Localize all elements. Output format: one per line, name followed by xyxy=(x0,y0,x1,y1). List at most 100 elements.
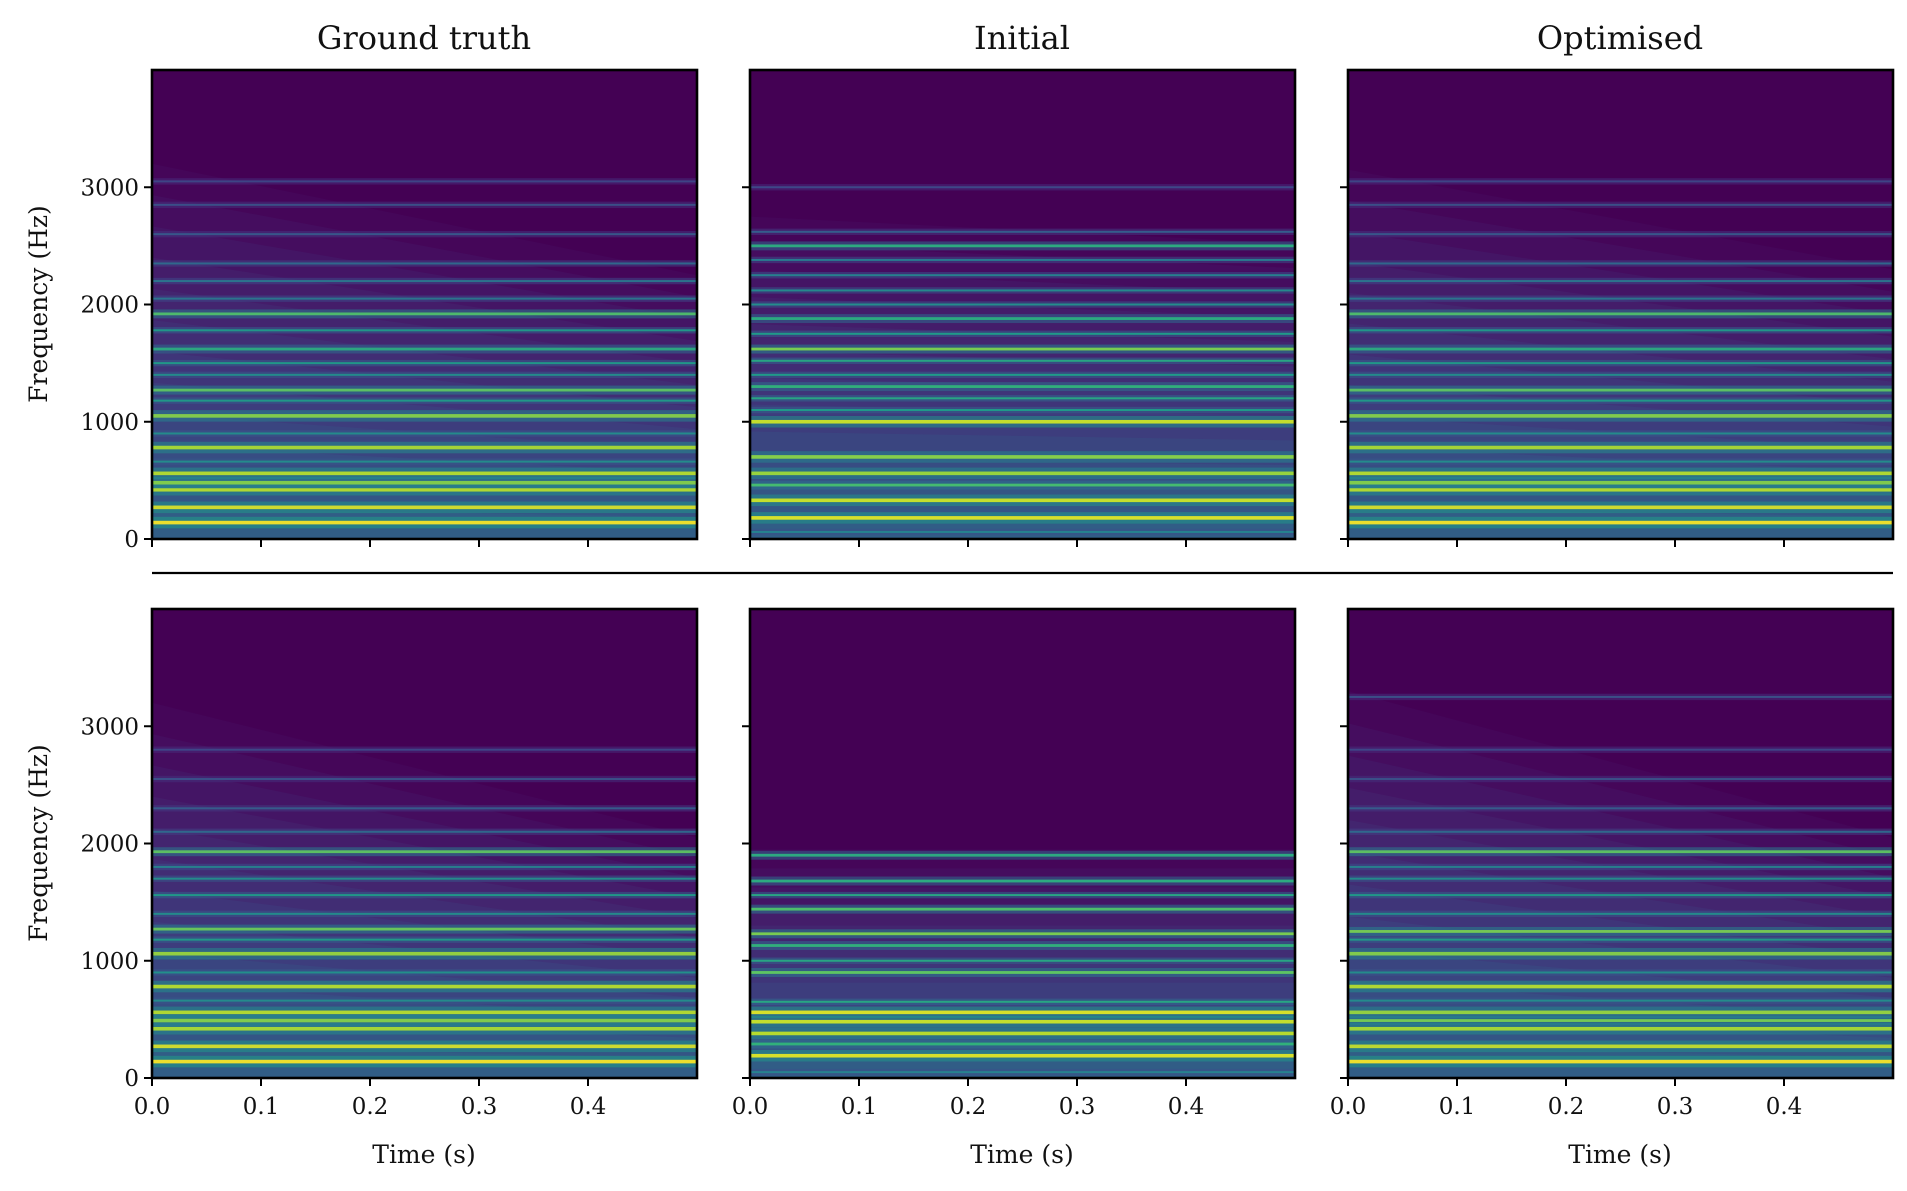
harmonic-band xyxy=(750,1010,1295,1015)
spectrogram-panel: 0 1000 2000 3000 0.0 0.1 0.2 0.3 0.4 xyxy=(80,607,699,1120)
x-tick-label: 0.1 xyxy=(841,1094,878,1120)
x-tick-label: 0.3 xyxy=(1657,1094,1694,1120)
harmonic-band xyxy=(152,373,697,376)
harmonic-band xyxy=(152,850,697,854)
harmonic-band xyxy=(152,1010,697,1015)
harmonic-band xyxy=(750,944,1295,947)
harmonic-band xyxy=(750,971,1295,974)
harmonic-band xyxy=(1348,912,1893,915)
column-titles: Ground truth Initial Optimised xyxy=(317,19,1703,57)
harmonic-band xyxy=(1348,695,1893,698)
spectrogram-image xyxy=(152,70,697,539)
column-title-optimised: Optimised xyxy=(1537,19,1703,57)
harmonic-band xyxy=(1348,807,1893,810)
x-tick-label: 0.1 xyxy=(1439,1094,1476,1120)
harmonic-band xyxy=(750,932,1295,936)
spectrogram-image xyxy=(1348,70,1893,539)
harmonic-band xyxy=(750,332,1295,335)
harmonic-band xyxy=(1348,312,1893,316)
harmonic-band xyxy=(750,289,1295,292)
harmonic-band xyxy=(1348,471,1893,476)
harmonic-band xyxy=(1348,1059,1893,1064)
harmonic-band xyxy=(152,778,697,781)
harmonic-band xyxy=(1348,877,1893,880)
harmonic-band xyxy=(750,1019,1295,1024)
harmonic-band xyxy=(750,397,1295,400)
harmonic-band xyxy=(152,399,697,402)
harmonic-band xyxy=(750,359,1295,362)
x-tick-label: 0.2 xyxy=(352,1094,389,1120)
harmonic-band xyxy=(152,927,697,931)
harmonic-band xyxy=(1348,1010,1893,1015)
harmonic-band xyxy=(1348,280,1893,283)
y-tick-label: 2000 xyxy=(80,832,139,858)
harmonic-band xyxy=(750,853,1295,857)
harmonic-band xyxy=(152,938,697,941)
harmonic-band xyxy=(152,262,697,265)
harmonic-band xyxy=(1348,414,1893,418)
harmonic-band xyxy=(152,912,697,915)
harmonic-band xyxy=(750,530,1295,533)
y-tick-label: 3000 xyxy=(80,714,139,740)
spectrogram-panel: 0.0 0.1 0.2 0.3 0.4 xyxy=(1330,607,1895,1120)
harmonic-band xyxy=(750,1042,1295,1046)
harmonic-band xyxy=(1348,297,1893,300)
harmonic-band xyxy=(1348,480,1893,485)
harmonic-band xyxy=(1348,984,1893,989)
harmonic-band xyxy=(152,280,697,283)
harmonic-band xyxy=(750,471,1295,476)
harmonic-band xyxy=(152,445,697,450)
x-tick-label: 0.4 xyxy=(1766,1094,1803,1120)
harmonic-band xyxy=(750,230,1295,233)
harmonic-band xyxy=(152,460,697,463)
harmonic-band xyxy=(152,203,697,206)
harmonic-band xyxy=(152,807,697,810)
x-axis-label-optimised: Time (s) xyxy=(1568,1140,1671,1169)
x-tick-label: 0.0 xyxy=(134,1094,171,1120)
harmonic-band xyxy=(152,388,697,392)
spectrogram-image xyxy=(152,609,697,1078)
harmonic-band xyxy=(152,984,697,989)
harmonic-band xyxy=(1348,487,1893,492)
harmonic-band xyxy=(1348,362,1893,365)
harmonic-band xyxy=(1348,445,1893,450)
harmonic-band xyxy=(152,971,697,974)
harmonic-band xyxy=(1348,999,1893,1002)
harmonic-band xyxy=(750,347,1295,351)
harmonic-band xyxy=(152,865,697,868)
harmonic-band xyxy=(152,471,697,476)
harmonic-band xyxy=(1348,1026,1893,1031)
harmonic-band xyxy=(152,233,697,236)
harmonic-band xyxy=(1348,388,1893,392)
harmonic-band xyxy=(152,1059,697,1064)
y-tick-label: 0 xyxy=(124,1066,139,1092)
harmonic-band xyxy=(750,907,1295,911)
harmonic-band xyxy=(750,483,1295,487)
harmonic-band xyxy=(152,329,697,332)
harmonic-band xyxy=(1348,262,1893,265)
harmonic-band xyxy=(750,498,1295,503)
harmonic-band xyxy=(1348,233,1893,236)
column-title-initial: Initial xyxy=(974,19,1070,57)
harmonic-band xyxy=(750,894,1295,897)
harmonic-band xyxy=(750,244,1295,248)
harmonic-band xyxy=(152,297,697,300)
harmonic-band xyxy=(152,487,697,492)
x-tick-label: 0.3 xyxy=(1059,1094,1096,1120)
x-axis-label-ground-truth: Time (s) xyxy=(372,1140,475,1169)
harmonic-band xyxy=(750,258,1295,261)
harmonic-band xyxy=(152,480,697,485)
spectrogram-panel xyxy=(742,68,1297,547)
x-tick-label: 0.3 xyxy=(461,1094,498,1120)
harmonic-band xyxy=(1348,432,1893,435)
harmonic-band xyxy=(750,303,1295,306)
harmonic-band xyxy=(1348,329,1893,332)
harmonic-band xyxy=(750,409,1295,412)
harmonic-band xyxy=(152,180,697,183)
harmonic-band xyxy=(1348,951,1893,956)
harmonic-band xyxy=(1348,930,1893,933)
harmonic-band xyxy=(1348,520,1893,525)
harmonic-band xyxy=(152,362,697,365)
